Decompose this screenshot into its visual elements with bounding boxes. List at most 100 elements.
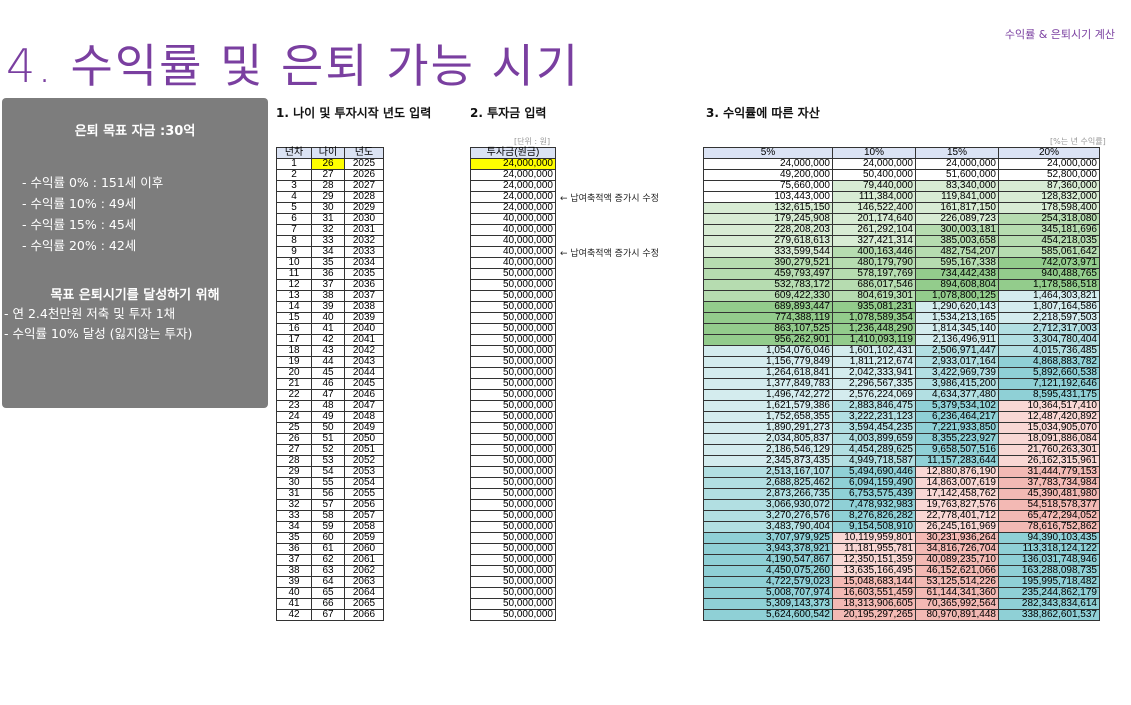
table-row: 35 60 2059 — [276, 532, 384, 544]
year-cell: 2047 — [344, 400, 384, 412]
year-no-cell: 1 — [276, 158, 312, 170]
principal-cell: 50,000,000 — [470, 510, 556, 522]
year-cell: 2046 — [344, 389, 384, 401]
asset-10pct-cell: 79,440,000 — [832, 180, 916, 192]
table-row: 40,000,000 — [470, 224, 556, 236]
asset-10pct-cell: 18,313,906,605 — [832, 598, 916, 610]
table-row: 1,264,618,841 2,042,333,941 3,422,969,739 5… — [703, 367, 1100, 379]
table-row: 50,000,000 — [470, 301, 556, 313]
table-row: 40 65 2064 — [276, 587, 384, 599]
asset-5pct-cell: 132,615,150 — [703, 202, 833, 214]
asset-5pct-cell: 228,208,203 — [703, 224, 833, 236]
table-row: 27 52 2051 — [276, 444, 384, 456]
age-cell: 44 — [311, 356, 345, 368]
asset-10pct-cell: 1,078,589,354 — [832, 312, 916, 324]
year-cell: 2031 — [344, 224, 384, 236]
principal-cell: 24,000,000 — [470, 191, 556, 203]
principal-cell: 50,000,000 — [470, 554, 556, 566]
principal-cell: 50,000,000 — [470, 290, 556, 302]
principal-cell: 40,000,000 — [470, 246, 556, 258]
age-cell: 30 — [311, 202, 345, 214]
year-no-cell: 35 — [276, 532, 312, 544]
year-cell: 2054 — [344, 477, 384, 489]
age-cell: 65 — [311, 587, 345, 599]
table-row: 3,066,930,072 7,478,932,983 19,763,827,576… — [703, 499, 1100, 511]
asset-15pct-cell: 61,144,341,360 — [915, 587, 999, 599]
table-row: 50,000,000 — [470, 587, 556, 599]
year-no-cell: 39 — [276, 576, 312, 588]
table-row: 50,000,000 — [470, 543, 556, 555]
table-row: 132,615,150 146,522,400 161,817,150 178,598… — [703, 202, 1100, 214]
table-row: 3,943,378,921 11,181,955,781 34,816,726,70… — [703, 543, 1100, 555]
return-line: - 수익률 20% : 42세 — [22, 238, 137, 253]
table-row: 774,388,119 1,078,589,354 1,534,213,165 2,2… — [703, 312, 1100, 324]
asset-10pct-cell: 1,811,212,674 — [832, 356, 916, 368]
age-cell: 42 — [311, 334, 345, 346]
asset-20pct-cell: 12,487,420,892 — [998, 411, 1100, 423]
asset-15pct-cell: 1,814,345,140 — [915, 323, 999, 335]
year-no-cell: 9 — [276, 246, 312, 258]
asset-10pct-cell: 146,522,400 — [832, 202, 916, 214]
principal-cell: 24,000,000 — [470, 202, 556, 214]
year-cell: 2062 — [344, 565, 384, 577]
age-cell: 36 — [311, 268, 345, 280]
asset-10pct-cell: 6,753,575,439 — [832, 488, 916, 500]
asset-20pct-cell: 94,390,103,435 — [998, 532, 1100, 544]
table-row: 863,107,525 1,236,448,290 1,814,345,140 2,7… — [703, 323, 1100, 335]
age-cell: 60 — [311, 532, 345, 544]
asset-20pct-cell: 24,000,000 — [998, 158, 1100, 170]
asset-15pct-cell: 22,778,401,712 — [915, 510, 999, 522]
year-no-cell: 38 — [276, 565, 312, 577]
year-cell: 2037 — [344, 290, 384, 302]
table-row: 50,000,000 — [470, 290, 556, 302]
table-row: 50,000,000 — [470, 598, 556, 610]
table-row: 24,000,000 — [470, 158, 556, 170]
age-cell[interactable]: 26 — [311, 158, 345, 170]
year-cell: 2029 — [344, 202, 384, 214]
table-row: 50,000,000 — [470, 532, 556, 544]
year-no-cell: 11 — [276, 268, 312, 280]
section-asset-title: 3. 수익률에 따른 자산 — [706, 106, 820, 120]
principal-cell: 50,000,000 — [470, 411, 556, 423]
year-cell: 2053 — [344, 466, 384, 478]
col-header-15pct: 15% — [915, 147, 999, 159]
age-year-table: 년차 나이 년도 1 26 2025 2 27 2026 3 28 2027 4 29 2028 5 30… — [276, 147, 384, 621]
table-row: 18 43 2042 — [276, 345, 384, 357]
asset-15pct-cell: 26,245,161,969 — [915, 521, 999, 533]
age-cell: 32 — [311, 224, 345, 236]
table-row: 50,000,000 — [470, 356, 556, 368]
year-cell: 2035 — [344, 268, 384, 280]
principal-cell: 40,000,000 — [470, 235, 556, 247]
asset-15pct-cell: 2,506,971,447 — [915, 345, 999, 357]
asset-5pct-cell: 5,624,600,542 — [703, 609, 833, 621]
table-row: 50,000,000 — [470, 554, 556, 566]
table-row: 459,793,497 578,197,769 734,442,438 940,488… — [703, 268, 1100, 280]
principal-cell: 50,000,000 — [470, 400, 556, 412]
year-cell: 2044 — [344, 367, 384, 379]
principal-cell: 24,000,000 — [470, 180, 556, 192]
table-row: 228,208,203 261,292,104 300,003,181 345,181… — [703, 224, 1100, 236]
asset-15pct-cell: 19,763,827,576 — [915, 499, 999, 511]
table-row: 21 46 2045 — [276, 378, 384, 390]
age-cell: 62 — [311, 554, 345, 566]
table-row: 22 47 2046 — [276, 389, 384, 401]
asset-10pct-cell: 4,454,289,625 — [832, 444, 916, 456]
table-row: 50,000,000 — [470, 268, 556, 280]
asset-5pct-cell: 2,345,873,435 — [703, 455, 833, 467]
table-row: 390,279,521 480,179,790 595,167,338 742,073… — [703, 257, 1100, 269]
year-cell: 2032 — [344, 235, 384, 247]
asset-20pct-cell: 21,760,263,301 — [998, 444, 1100, 456]
table-row: 13 38 2037 — [276, 290, 384, 302]
table-row: 29 54 2053 — [276, 466, 384, 478]
asset-15pct-cell: 46,152,621,066 — [915, 565, 999, 577]
principal-cell: 50,000,000 — [470, 576, 556, 588]
table-row: 50,000,000 — [470, 455, 556, 467]
table-row: 7 32 2031 — [276, 224, 384, 236]
asset-15pct-cell: 24,000,000 — [915, 158, 999, 170]
year-no-cell: 31 — [276, 488, 312, 500]
year-no-cell: 5 — [276, 202, 312, 214]
principal-cell[interactable]: 24,000,000 — [470, 158, 556, 170]
age-cell: 49 — [311, 411, 345, 423]
asset-15pct-cell: 1,078,800,125 — [915, 290, 999, 302]
table-row: 30 55 2054 — [276, 477, 384, 489]
